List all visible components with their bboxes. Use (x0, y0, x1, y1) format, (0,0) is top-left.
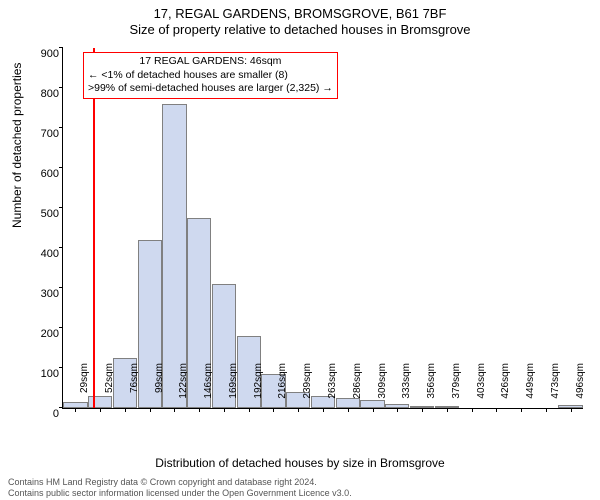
x-tick-label: 473sqm (550, 363, 561, 405)
y-tick-mark (59, 127, 63, 128)
x-tick-mark (571, 408, 572, 412)
plot-area: 010020030040050060070080090029sqm52sqm76… (62, 48, 583, 409)
y-tick-label: 200 (25, 328, 59, 340)
y-tick-label: 800 (25, 88, 59, 100)
x-tick-label: 309sqm (377, 363, 388, 405)
x-tick-label: 379sqm (451, 363, 462, 405)
x-tick-mark (447, 408, 448, 412)
property-marker-line (93, 48, 95, 408)
y-tick-label: 400 (25, 248, 59, 260)
chart-title-main: 17, REGAL GARDENS, BROMSGROVE, B61 7BF (0, 6, 600, 21)
x-tick-mark (348, 408, 349, 412)
y-tick-label: 300 (25, 288, 59, 300)
footer-line-1: Contains HM Land Registry data © Crown c… (8, 477, 352, 487)
x-tick-label: 286sqm (352, 363, 363, 405)
y-tick-label: 0 (25, 408, 59, 420)
y-tick-label: 500 (25, 208, 59, 220)
x-tick-mark (546, 408, 547, 412)
footer-line-2: Contains public sector information licen… (8, 488, 352, 498)
y-tick-mark (59, 87, 63, 88)
x-tick-label: 426sqm (500, 363, 511, 405)
y-tick-label: 600 (25, 168, 59, 180)
y-tick-mark (59, 287, 63, 288)
chart-title-sub: Size of property relative to detached ho… (0, 22, 600, 37)
annotation-box: 17 REGAL GARDENS: 46sqm ← <1% of detache… (83, 52, 338, 99)
x-tick-mark (521, 408, 522, 412)
x-tick-mark (150, 408, 151, 412)
x-tick-mark (496, 408, 497, 412)
chart-container: 17, REGAL GARDENS, BROMSGROVE, B61 7BF S… (0, 0, 600, 500)
x-tick-mark (224, 408, 225, 412)
y-tick-label: 700 (25, 128, 59, 140)
x-tick-mark (174, 408, 175, 412)
y-tick-mark (59, 367, 63, 368)
footer-attribution: Contains HM Land Registry data © Crown c… (8, 477, 352, 498)
x-tick-label: 449sqm (525, 363, 536, 405)
x-tick-mark (75, 408, 76, 412)
x-tick-mark (373, 408, 374, 412)
x-tick-mark (249, 408, 250, 412)
x-tick-mark (273, 408, 274, 412)
y-tick-label: 100 (25, 368, 59, 380)
y-axis-label: Number of detached properties (10, 63, 24, 228)
x-tick-mark (323, 408, 324, 412)
x-tick-mark (472, 408, 473, 412)
x-tick-label: 496sqm (575, 363, 586, 405)
x-tick-mark (422, 408, 423, 412)
annotation-line-3: >99% of semi-detached houses are larger … (88, 82, 333, 96)
x-tick-mark (397, 408, 398, 412)
annotation-line-2: ← <1% of detached houses are smaller (8) (88, 69, 333, 83)
x-tick-mark (100, 408, 101, 412)
y-tick-mark (59, 327, 63, 328)
y-tick-mark (59, 167, 63, 168)
y-tick-mark (59, 207, 63, 208)
y-tick-label: 900 (25, 48, 59, 60)
x-tick-mark (199, 408, 200, 412)
x-tick-label: 356sqm (426, 363, 437, 405)
x-axis-label: Distribution of detached houses by size … (0, 456, 600, 470)
x-tick-mark (298, 408, 299, 412)
x-tick-label: 333sqm (401, 363, 412, 405)
annotation-line-1: 17 REGAL GARDENS: 46sqm (88, 55, 333, 69)
y-tick-mark (59, 247, 63, 248)
y-tick-mark (59, 47, 63, 48)
x-tick-label: 403sqm (476, 363, 487, 405)
x-tick-mark (125, 408, 126, 412)
